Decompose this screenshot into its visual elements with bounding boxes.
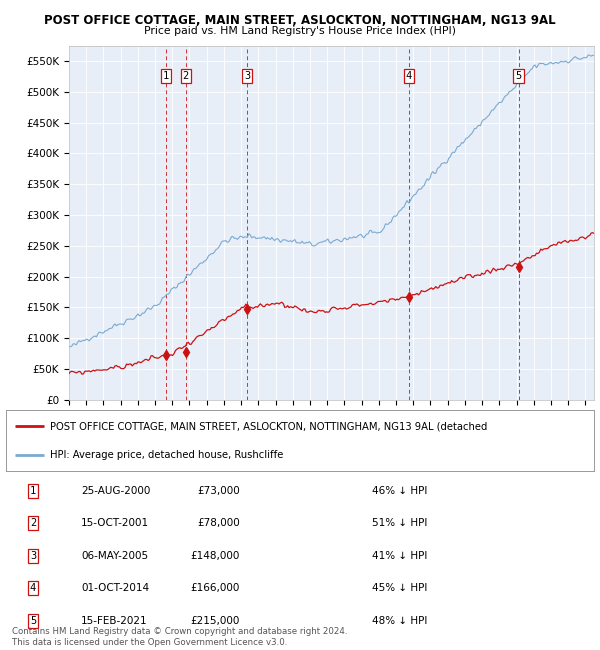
- Text: £215,000: £215,000: [191, 616, 240, 626]
- Text: 2: 2: [30, 518, 36, 528]
- Text: 46% ↓ HPI: 46% ↓ HPI: [372, 486, 427, 496]
- Text: Price paid vs. HM Land Registry's House Price Index (HPI): Price paid vs. HM Land Registry's House …: [144, 26, 456, 36]
- Text: Contains HM Land Registry data © Crown copyright and database right 2024.
This d: Contains HM Land Registry data © Crown c…: [12, 627, 347, 647]
- Text: 1: 1: [30, 486, 36, 496]
- Text: 3: 3: [30, 551, 36, 561]
- Text: £148,000: £148,000: [191, 551, 240, 561]
- Text: 3: 3: [244, 71, 250, 81]
- Text: 15-OCT-2001: 15-OCT-2001: [81, 518, 149, 528]
- Text: 25-AUG-2000: 25-AUG-2000: [81, 486, 151, 496]
- Text: £73,000: £73,000: [197, 486, 240, 496]
- Text: 1: 1: [163, 71, 169, 81]
- Text: 51% ↓ HPI: 51% ↓ HPI: [372, 518, 427, 528]
- Text: HPI: Average price, detached house, Rushcliffe: HPI: Average price, detached house, Rush…: [50, 450, 283, 460]
- Text: 4: 4: [30, 583, 36, 593]
- Text: 01-OCT-2014: 01-OCT-2014: [81, 583, 149, 593]
- Text: 4: 4: [406, 71, 412, 81]
- Text: 5: 5: [515, 71, 522, 81]
- Text: 15-FEB-2021: 15-FEB-2021: [81, 616, 148, 626]
- Text: 2: 2: [183, 71, 189, 81]
- Text: POST OFFICE COTTAGE, MAIN STREET, ASLOCKTON, NOTTINGHAM, NG13 9AL: POST OFFICE COTTAGE, MAIN STREET, ASLOCK…: [44, 14, 556, 27]
- Text: £166,000: £166,000: [191, 583, 240, 593]
- Text: POST OFFICE COTTAGE, MAIN STREET, ASLOCKTON, NOTTINGHAM, NG13 9AL (detached: POST OFFICE COTTAGE, MAIN STREET, ASLOCK…: [50, 421, 487, 431]
- Text: 41% ↓ HPI: 41% ↓ HPI: [372, 551, 427, 561]
- Text: 5: 5: [30, 616, 36, 626]
- Text: £78,000: £78,000: [197, 518, 240, 528]
- Text: 45% ↓ HPI: 45% ↓ HPI: [372, 583, 427, 593]
- Text: 06-MAY-2005: 06-MAY-2005: [81, 551, 148, 561]
- Text: 48% ↓ HPI: 48% ↓ HPI: [372, 616, 427, 626]
